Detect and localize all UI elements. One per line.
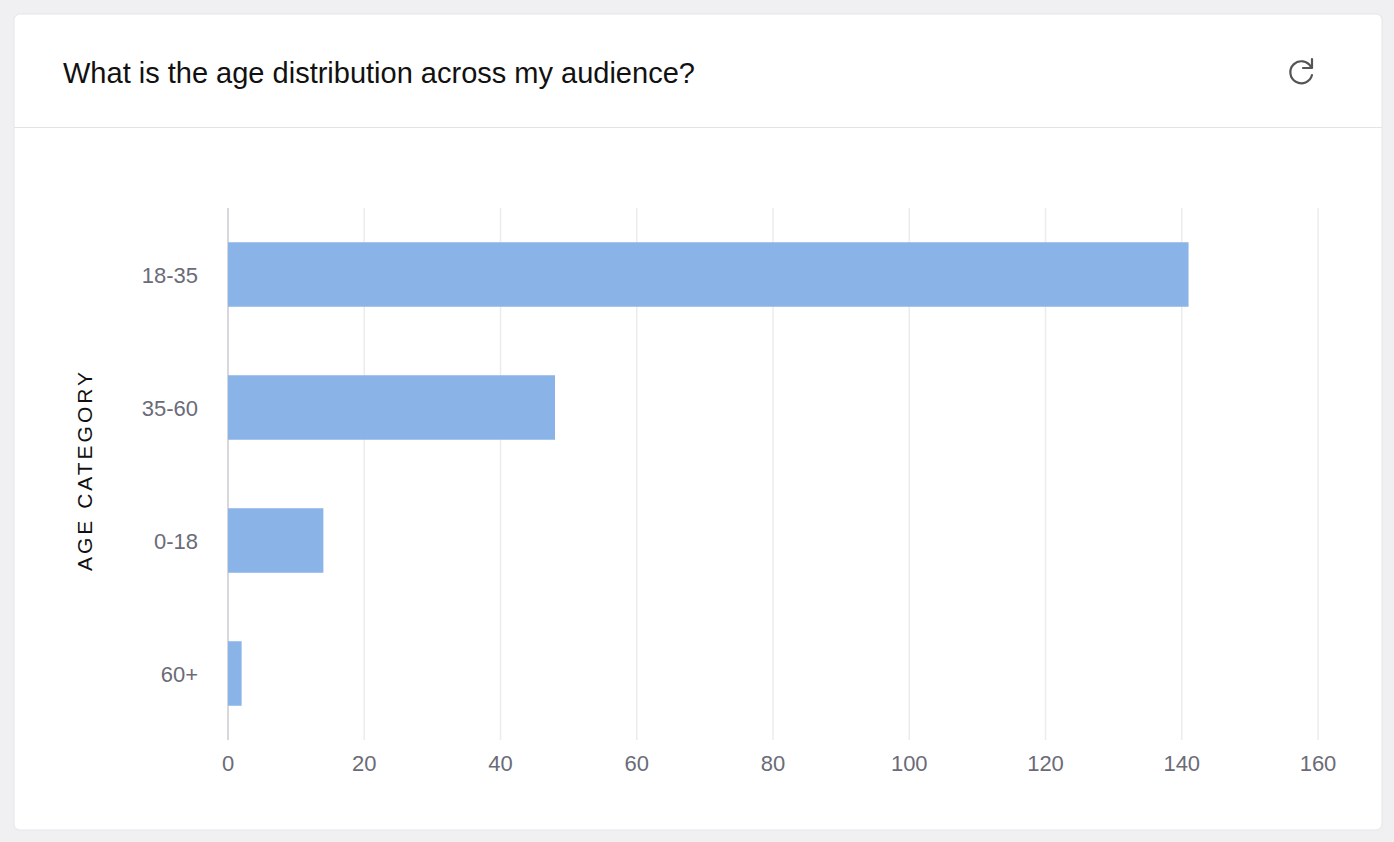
x-tick-label: 120 xyxy=(1027,751,1064,776)
refresh-arc[interactable] xyxy=(1290,61,1312,83)
x-tick-label: 40 xyxy=(488,751,512,776)
refresh-arrow[interactable] xyxy=(1303,59,1312,68)
refresh-icon[interactable] xyxy=(1290,59,1312,83)
y-axis-label: AGE CATEGORY xyxy=(73,369,96,571)
x-tick-label: 20 xyxy=(352,751,376,776)
category-label: 18-35 xyxy=(142,263,198,288)
chart-root: What is the age distribution across my a… xyxy=(0,0,1394,842)
x-tick-label: 0 xyxy=(222,751,234,776)
category-label: 0-18 xyxy=(154,529,198,554)
x-tick-label: 100 xyxy=(891,751,928,776)
card xyxy=(14,14,1382,830)
bar xyxy=(228,375,555,440)
header-divider xyxy=(14,127,1382,128)
x-tick-label: 160 xyxy=(1300,751,1337,776)
category-label: 35-60 xyxy=(142,396,198,421)
x-tick-label: 60 xyxy=(625,751,649,776)
title: What is the age distribution across my a… xyxy=(63,57,695,89)
grid-line xyxy=(1317,208,1319,740)
category-label: 60+ xyxy=(161,662,198,687)
chart-svg: What is the age distribution across my a… xyxy=(0,0,1394,842)
x-tick-label: 80 xyxy=(761,751,785,776)
bar xyxy=(228,242,1189,307)
x-tick-label: 140 xyxy=(1163,751,1200,776)
bar xyxy=(228,508,323,573)
bar xyxy=(228,641,242,706)
bars xyxy=(228,242,1189,706)
